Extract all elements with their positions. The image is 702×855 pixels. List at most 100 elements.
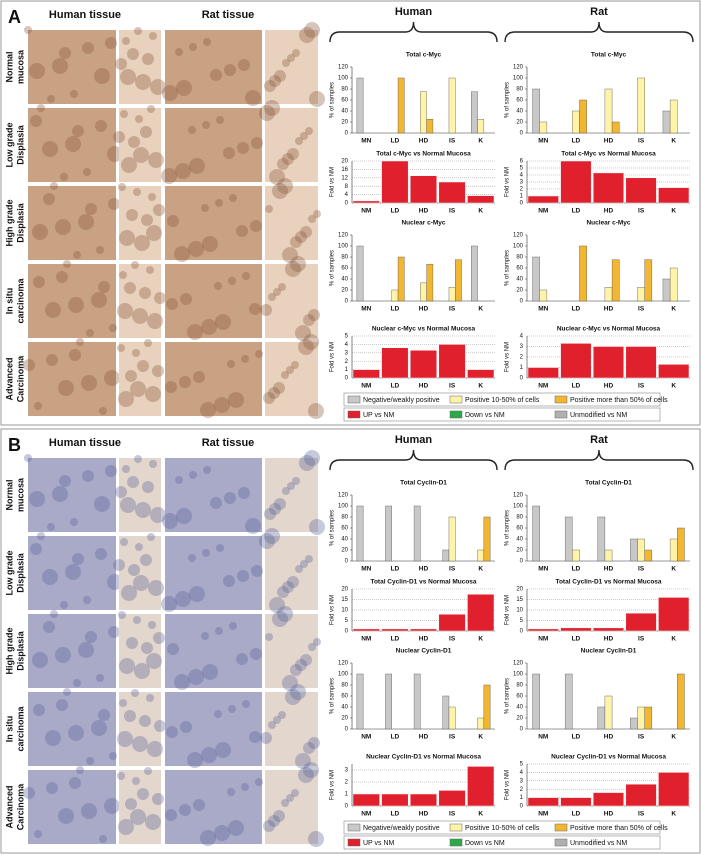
chart-title: Nuclear c-Myc vs Normal Mucosa	[372, 326, 476, 333]
tissue-texture	[298, 339, 314, 355]
tissue-texture	[135, 543, 143, 551]
tissue-texture	[108, 198, 120, 210]
tissue-texture	[119, 699, 127, 707]
tissue-texture	[65, 136, 81, 152]
chart-title: Total c-Myc vs Normal Mucosa	[561, 151, 656, 158]
tissue-texture	[82, 470, 94, 482]
tissue-texture	[68, 725, 84, 741]
tissue-texture	[146, 266, 154, 274]
tissue-texture	[303, 334, 319, 350]
x-tick-label: NM	[361, 636, 371, 643]
y-tick-label: 20	[516, 587, 523, 593]
bar	[592, 792, 625, 807]
tissue-texture	[117, 772, 125, 780]
x-tick-label: K	[671, 811, 676, 818]
tissue-texture	[109, 752, 117, 760]
tissue-texture	[305, 555, 313, 563]
row-label: Normal	[4, 479, 14, 510]
tissue-texture	[227, 788, 235, 796]
tissue-texture	[147, 533, 155, 541]
x-tick-label: HD	[604, 566, 614, 573]
bar	[527, 628, 559, 632]
row-label: Advanced	[4, 785, 14, 828]
tissue-image	[28, 692, 116, 766]
bar	[381, 160, 409, 204]
tissue-texture	[43, 621, 55, 633]
tissue-texture	[201, 319, 217, 335]
bar	[637, 287, 645, 302]
tissue-image	[165, 108, 262, 182]
x-tick-label: HD	[419, 383, 429, 390]
tissue-texture	[52, 486, 68, 502]
tissue-texture	[146, 225, 162, 241]
legend-swatch	[347, 823, 361, 832]
tissue-image	[165, 536, 262, 610]
tissue-texture	[86, 757, 94, 765]
y-tick-label: 0	[520, 131, 524, 137]
tissue-texture	[81, 803, 97, 819]
tissue-image	[165, 692, 262, 766]
tissue-texture	[131, 261, 139, 269]
tissue-texture	[274, 70, 286, 82]
bar	[637, 706, 645, 730]
tissue-texture	[122, 465, 130, 473]
bar	[426, 263, 434, 302]
tissue-texture	[202, 236, 218, 252]
tissue-texture	[214, 397, 230, 413]
tissue-texture	[263, 392, 275, 404]
y-tick-label: 16	[341, 167, 348, 173]
tissue-texture	[96, 246, 104, 254]
y-tick-label: 0	[520, 201, 524, 207]
tissue-texture	[161, 168, 177, 184]
tissue-texture	[180, 293, 192, 305]
bar	[560, 160, 592, 204]
bar	[592, 627, 625, 632]
bar	[356, 673, 364, 730]
bar	[669, 538, 678, 562]
bar	[420, 91, 427, 134]
tissue-texture	[285, 689, 301, 705]
tissue-texture	[146, 694, 154, 702]
tissue-texture	[265, 205, 273, 213]
x-tick-label: LD	[391, 566, 400, 573]
tissue-texture	[260, 732, 272, 744]
y-axis-label: % of samples	[505, 82, 511, 118]
tissue-texture	[30, 115, 42, 127]
chart-title: Total Cyclin-D1 vs Normal Mucosa	[555, 579, 661, 586]
legend-frame	[343, 392, 661, 407]
tissue-texture	[282, 581, 294, 593]
tissue-texture	[105, 37, 117, 49]
tissue-texture	[277, 586, 289, 598]
chart-title: Total Cyclin-D1	[400, 480, 447, 487]
x-tick-label: HD	[419, 566, 429, 573]
x-tick-label: MN	[361, 566, 371, 573]
tissue-texture	[282, 675, 298, 691]
bar	[442, 549, 450, 562]
y-tick-label: 3	[345, 768, 349, 774]
tissue-texture	[188, 241, 204, 257]
tissue-texture	[282, 153, 294, 165]
y-tick-label: 0	[345, 629, 349, 635]
tissue-texture	[175, 163, 191, 179]
bar	[483, 684, 491, 730]
tissue-image	[119, 30, 161, 104]
tissue-texture	[133, 575, 149, 591]
tissue-texture	[201, 747, 217, 763]
tissue-texture	[264, 100, 280, 116]
tissue-texture	[94, 496, 110, 512]
tissue-texture	[46, 782, 58, 794]
y-tick-label: 4	[520, 173, 524, 179]
tissue-image	[265, 108, 318, 182]
x-tick-label: NM	[361, 383, 371, 390]
tissue-texture	[128, 564, 140, 576]
row-label: Displasia	[15, 202, 25, 243]
tissue-texture	[45, 302, 61, 318]
y-tick-label: 10	[341, 608, 348, 614]
x-tick-label: HD	[419, 811, 429, 818]
tissue-texture	[104, 370, 120, 386]
tissue-texture	[29, 63, 45, 79]
legend-swatch	[449, 395, 463, 404]
bar	[352, 369, 380, 379]
bar	[560, 627, 592, 632]
chart-title: Total c-Myc	[591, 52, 627, 59]
